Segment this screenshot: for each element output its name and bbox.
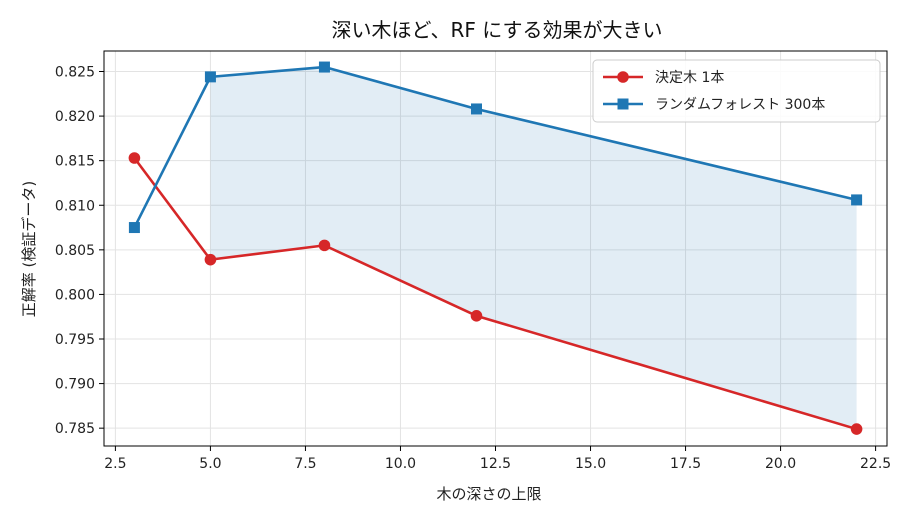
data-point [851, 194, 863, 206]
x-tick-label: 5.0 [199, 456, 221, 472]
series-1 [128, 152, 863, 435]
data-point [128, 222, 140, 234]
y-axis: 0.785 0.790 0.795 0.800 0.805 0.810 0.815 0.820… [55, 65, 104, 437]
y-tick-label: 0.785 [55, 421, 95, 437]
x-tick-label: 7.5 [294, 456, 316, 472]
data-point [204, 71, 216, 83]
y-tick-label: 0.820 [55, 109, 95, 125]
x-tick-label: 2.5 [104, 456, 126, 472]
series-2 [128, 61, 863, 234]
x-tick-label: 17.5 [670, 456, 701, 472]
legend-label: ランダムフォレスト 300本 [655, 97, 825, 113]
y-tick-label: 0.815 [55, 154, 95, 170]
x-tick-label: 12.5 [480, 456, 511, 472]
data-point [470, 103, 482, 115]
legend-label: 決定木 1本 [655, 70, 724, 86]
y-tick-label: 0.795 [55, 332, 95, 348]
legend-box [592, 59, 881, 123]
y-tick-label: 0.800 [55, 287, 95, 303]
shaded-area [210, 67, 857, 430]
data-point [128, 152, 141, 164]
x-tick-label: 10.0 [385, 456, 416, 472]
chart-title: 深い木ほど、RF にする効果が大きい [332, 18, 663, 42]
data-point [470, 310, 483, 322]
series-layer [128, 61, 863, 435]
x-tick-label: 22.5 [860, 456, 891, 472]
data-point [204, 253, 217, 266]
legend-item: 決定木 1本 [603, 70, 724, 86]
y-tick-label: 0.825 [55, 65, 95, 81]
x-tick-label: 20.0 [765, 456, 796, 472]
data-point [850, 423, 863, 435]
x-tick-label: 15.0 [575, 456, 606, 472]
x-axis-label: 木の深さの上限 [436, 485, 541, 503]
shaded-region [210, 67, 857, 430]
data-point [318, 61, 330, 73]
y-axis-label: 正解率 (検証データ) [20, 181, 38, 317]
y-tick-label: 0.805 [55, 243, 95, 259]
legend-item: ランダムフォレスト 300本 [603, 97, 825, 113]
x-axis: 2.5 5.0 7.5 10.0 12.5 15.0 17.5 20.0 22.5 [104, 446, 891, 472]
y-tick-label: 0.790 [55, 377, 95, 393]
data-point [318, 239, 331, 252]
y-tick-label: 0.810 [55, 198, 95, 214]
legend-marker [617, 71, 629, 83]
legend-marker [617, 98, 629, 110]
